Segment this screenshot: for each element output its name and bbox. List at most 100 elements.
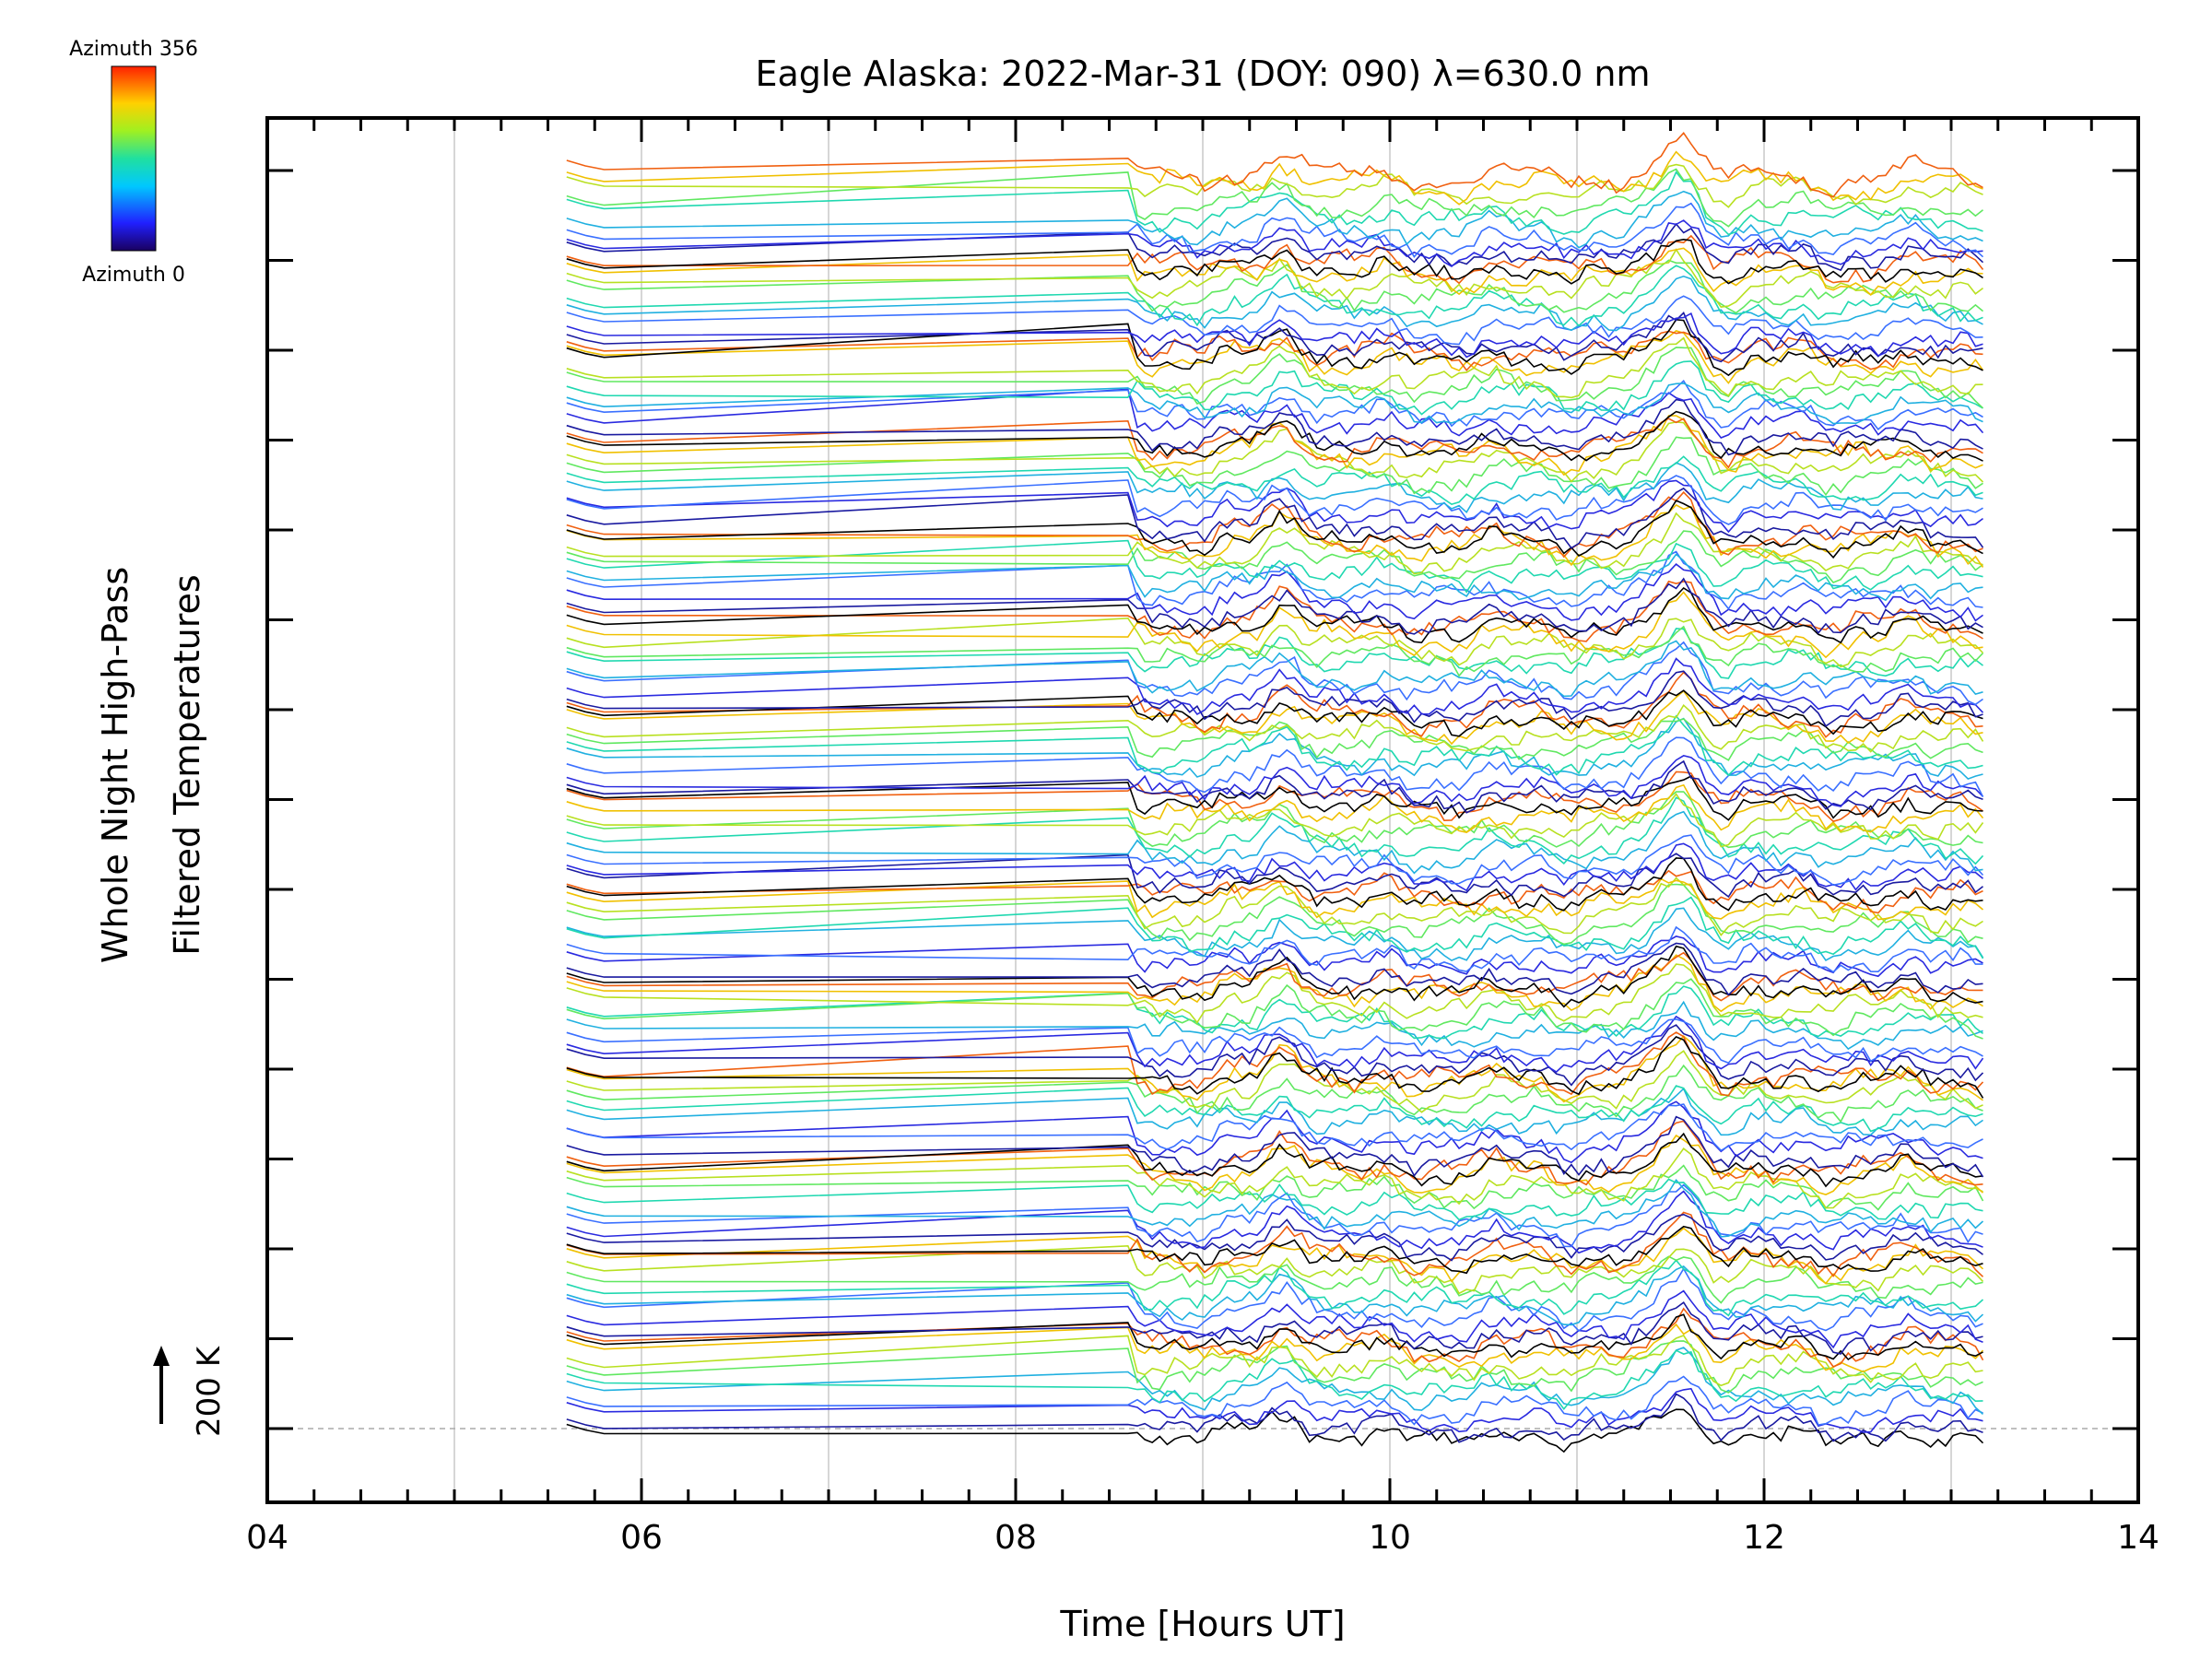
temperature-trace (566, 1120, 1983, 1186)
temperature-trace (566, 1178, 1984, 1238)
temperature-trace (566, 1132, 1983, 1188)
temperature-trace (566, 834, 1984, 887)
scale-label: 200 K (191, 1345, 228, 1437)
temperature-trace (566, 783, 1984, 833)
temperature-trace (566, 796, 1984, 865)
temperature-trace (566, 810, 1983, 875)
temperature-trace (566, 718, 1983, 761)
temperature-trace (566, 500, 1983, 559)
temperature-trace (566, 1349, 1983, 1410)
temperature-trace (566, 1375, 1983, 1426)
x-tick-label: 12 (1743, 1519, 1785, 1557)
temperature-trace (566, 1115, 1984, 1178)
temperature-trace (566, 877, 1984, 921)
temperature-trace (566, 410, 1983, 462)
temperature-trace (566, 462, 1983, 514)
temperature-trace (566, 311, 1983, 363)
temperature-trace (566, 171, 1983, 236)
temperature-trace (566, 717, 1983, 781)
temperature-trace (566, 1147, 1983, 1209)
temperature-trace (566, 925, 1983, 973)
temperature-trace (566, 703, 1984, 753)
x-tick-label: 14 (2117, 1519, 2159, 1557)
temperature-trace (566, 755, 1984, 807)
temperature-trace (566, 1036, 1984, 1099)
colorbar: Azimuth 356 Azimuth 0 (69, 38, 198, 287)
colorbar-bottom-label: Azimuth 0 (82, 264, 185, 287)
temperature-trace (566, 641, 1983, 706)
temperature-trace (566, 550, 1983, 610)
temperature-trace (566, 1347, 1984, 1415)
temperature-trace (566, 1393, 1983, 1443)
temperature-trace (566, 1190, 1983, 1254)
temperature-trace (566, 259, 1984, 314)
temperature-trace (566, 295, 1983, 346)
temperature-trace (566, 842, 1984, 892)
temperature-trace (566, 586, 1983, 644)
temperature-trace (566, 877, 1983, 937)
colorbar-top-label: Azimuth 356 (69, 38, 198, 61)
temperature-trace (566, 985, 1983, 1040)
temperature-trace (566, 1018, 1983, 1065)
temperature-trace (566, 1408, 1984, 1453)
temperature-trace (566, 1183, 1983, 1248)
temperature-trace (566, 382, 1983, 425)
temperature-trace (566, 234, 1984, 285)
temperature-trace (566, 360, 1983, 416)
temperature-trace (566, 945, 1983, 1008)
temperature-trace (566, 1164, 1984, 1211)
temperature-trace (566, 580, 1983, 642)
temperature-trace (566, 1134, 1984, 1195)
temperature-trace (566, 1244, 1984, 1295)
temperature-trace (566, 883, 1983, 946)
temperature-trace (566, 1387, 1983, 1433)
temperature-trace (566, 436, 1983, 497)
temperature-trace (566, 1064, 1983, 1124)
temperature-trace (566, 312, 1983, 359)
temperature-trace (566, 759, 1983, 814)
temperature-trace (566, 1255, 1983, 1304)
temperature-trace (566, 1289, 1983, 1349)
temperature-traces (566, 132, 1984, 1453)
temperature-trace (566, 398, 1983, 456)
temperature-trace (566, 539, 1983, 594)
temperature-trace (566, 150, 1983, 206)
temperature-trace (566, 942, 1983, 996)
temperature-trace (566, 238, 1983, 285)
temperature-trace (566, 1024, 1984, 1087)
temperature-trace (566, 670, 1983, 727)
temperature-trace (566, 475, 1983, 525)
temperature-trace (566, 1225, 1983, 1275)
temperature-trace (566, 907, 1984, 962)
temperature-trace (566, 736, 1984, 797)
temperature-trace (566, 388, 1984, 439)
temperature-trace (566, 1085, 1983, 1133)
temperature-trace (566, 421, 1984, 483)
temperature-trace (566, 490, 1983, 559)
temperature-trace (566, 1015, 1984, 1073)
temperature-trace (566, 1178, 1983, 1221)
temperature-trace (566, 857, 1983, 912)
temperature-trace (566, 853, 1983, 899)
x-axis-label: Time [Hours UT] (1059, 1604, 1345, 1644)
temperature-trace (566, 617, 1984, 668)
temperature-trace (566, 132, 1983, 198)
y-axis-label-line1: Whole Night High-Pass (95, 567, 135, 963)
temperature-trace (566, 689, 1983, 737)
temperature-trace (566, 1335, 1983, 1387)
temperature-trace (566, 219, 1983, 267)
temperature-trace (566, 771, 1983, 823)
temperature-trace (566, 455, 1983, 505)
temperature-trace (566, 1031, 1984, 1097)
temperature-trace (566, 1267, 1983, 1332)
temperature-trace (566, 379, 1983, 431)
temperature-trace (566, 222, 1984, 272)
colorbar-gradient (111, 65, 157, 252)
temperature-trace (566, 896, 1984, 959)
temperature-trace (566, 978, 1983, 1040)
temperature-trace (566, 202, 1984, 258)
temperature-trace (566, 1050, 1983, 1113)
temperature-trace (566, 1265, 1984, 1326)
temperature-trace (566, 1087, 1983, 1136)
temperature-trace (566, 1100, 1983, 1164)
